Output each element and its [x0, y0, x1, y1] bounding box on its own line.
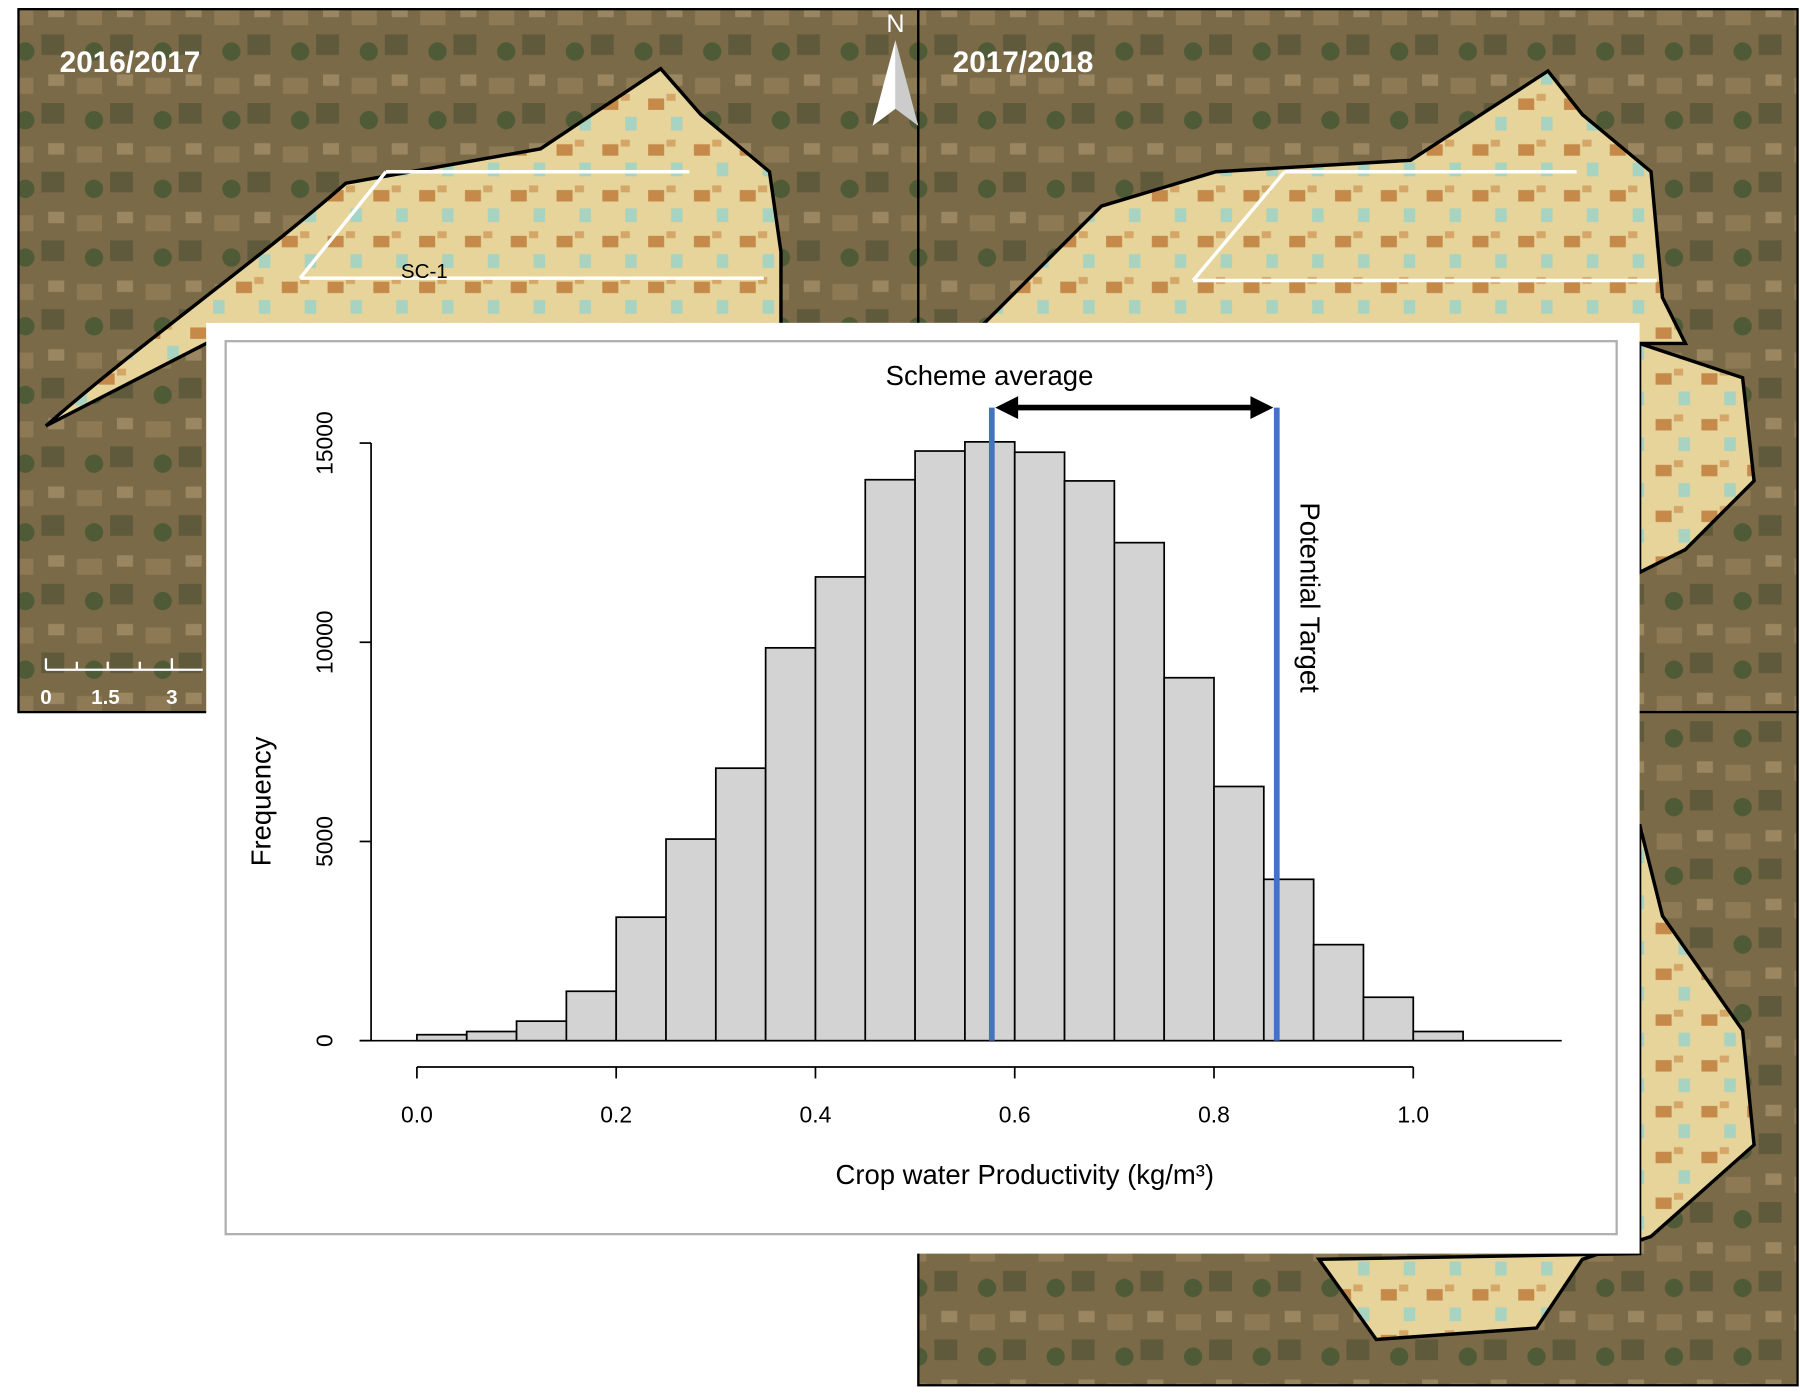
panel-label: 2016/2017 [60, 46, 201, 79]
bar [416, 1033, 468, 1042]
plot: 0 5000 10000 15000 0.0 0.2 0.4 0.6 0.8 1.0 Scheme … [311, 360, 1562, 1127]
bar [615, 916, 667, 1042]
scheme-area [1315, 823, 1756, 1342]
scheme-area [959, 68, 1689, 346]
annotation: Potential Target [1294, 502, 1325, 693]
range-arrow-head [1250, 396, 1274, 420]
scale-bar [44, 658, 203, 671]
bar [1362, 996, 1415, 1042]
x-tick-label: 0.6 [999, 1101, 1031, 1127]
annotation: Scheme average [886, 360, 1094, 391]
y-tick-label: 0 [311, 1034, 337, 1047]
bar [914, 450, 966, 1042]
scale-label: 0 [40, 686, 51, 709]
north-label: N [886, 10, 904, 38]
y-tick-label: 10000 [311, 610, 337, 674]
scale-label: 3 [166, 686, 177, 709]
bar [1063, 480, 1116, 1042]
bar [714, 767, 767, 1042]
y-tick-label: 15000 [311, 411, 337, 475]
bar [1113, 541, 1166, 1042]
canal-line [298, 170, 1657, 283]
y-axis-title: Frequency [246, 736, 277, 866]
x-tick-label: 0.0 [401, 1101, 433, 1127]
zone-label: SC-1 [401, 260, 448, 283]
scale-label: 1.5 [91, 686, 120, 709]
x-tick-label: 1.0 [1397, 1101, 1429, 1127]
bar [1013, 451, 1066, 1042]
bar [465, 1030, 518, 1042]
panel-label: 2017/2018 [953, 46, 1094, 79]
bar [1163, 676, 1215, 1042]
bar [665, 838, 717, 1042]
x-tick-label: 0.2 [600, 1101, 632, 1127]
range-arrow-head [995, 396, 1019, 420]
bar [515, 1020, 568, 1042]
bar [864, 478, 916, 1042]
bar [814, 576, 867, 1042]
bar [1412, 1030, 1464, 1042]
x-axis-title: Crop water Productivity (kg/m³) [836, 1159, 1215, 1190]
x-tick-label: 0.4 [800, 1101, 832, 1127]
bar [764, 646, 817, 1042]
north-arrow [872, 40, 896, 126]
chart-border [224, 340, 1618, 1236]
x-tick-label: 0.8 [1198, 1101, 1230, 1127]
bar [1262, 878, 1315, 1042]
bar [565, 990, 618, 1042]
y-tick-label: 5000 [311, 816, 337, 867]
bar [1312, 943, 1365, 1042]
bar [1213, 785, 1265, 1042]
